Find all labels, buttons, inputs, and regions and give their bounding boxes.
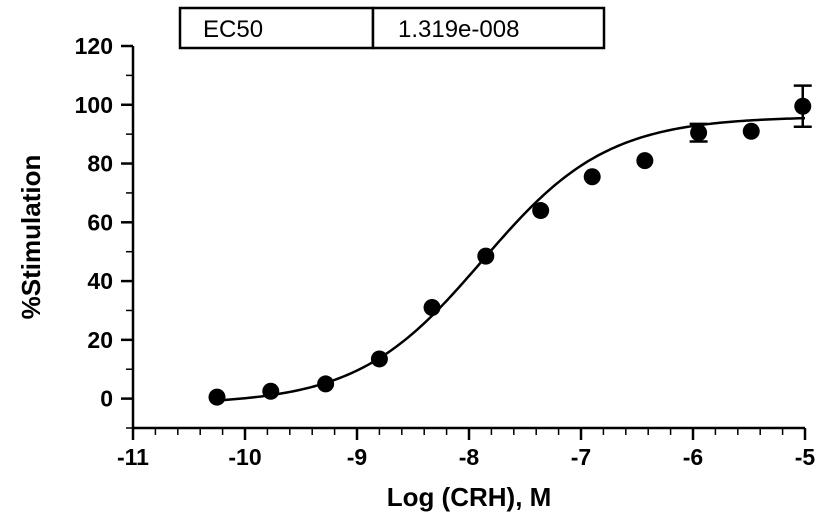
data-points [208,97,812,406]
x-tick-label: -11 [117,444,149,470]
data-point [370,350,388,368]
data-point [583,168,601,186]
x-tick-label: -5 [795,444,816,470]
axes [131,46,805,430]
y-tick-label: 20 [87,327,113,353]
ec50-value: 1.319e-008 [398,16,519,43]
data-point [317,375,335,393]
x-tick-label: -8 [459,444,480,470]
x-tick-label: -7 [571,444,591,470]
axis-tick-labels: -11 -10 -9 -8 -7 -6 -5 0 20 40 60 80 100 120 [75,33,816,470]
y-tick-label: 100 [75,92,113,118]
y-tick-label: 60 [87,209,113,235]
y-axis-title: %Stimulation [16,155,46,320]
fit-curve [216,116,806,402]
ec50-label: EC50 [203,16,263,43]
y-tick-label: 40 [87,268,113,294]
data-point [262,382,280,400]
results-label-cell [178,6,375,50]
results-table: EC50 1.319e-008 [178,6,606,50]
results-value-cell [371,6,606,50]
data-point [208,388,226,406]
y-tick-label: 120 [75,33,113,59]
data-point [636,152,654,170]
x-tick-label: -9 [347,444,367,470]
data-point [477,247,495,265]
data-point [742,122,760,140]
axis-ticks [121,44,807,440]
data-point [423,299,441,317]
x-tick-label: -10 [228,444,261,470]
data-point [794,97,812,115]
y-tick-label: 80 [87,151,113,177]
y-tick-label: 0 [100,386,113,412]
data-point [532,202,550,220]
x-tick-label: -6 [683,444,703,470]
x-axis-title: Log (CRH), M [387,482,552,512]
data-point [690,124,708,142]
